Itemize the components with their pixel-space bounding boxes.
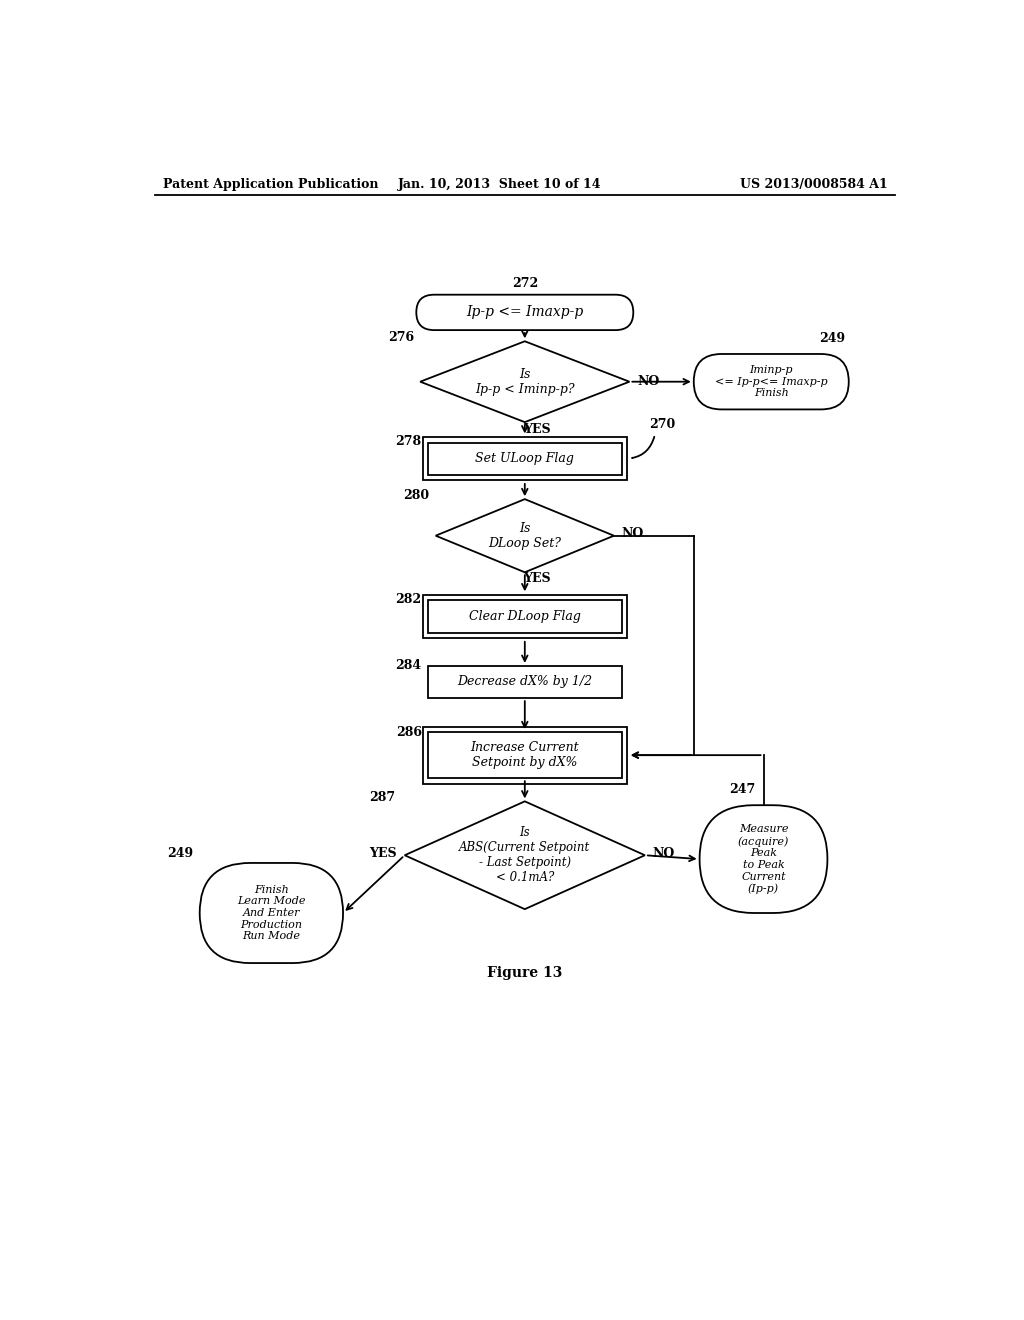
Bar <box>428 733 622 779</box>
Text: 287: 287 <box>370 791 395 804</box>
FancyBboxPatch shape <box>699 805 827 913</box>
Text: Increase Current
Setpoint by dX%: Increase Current Setpoint by dX% <box>470 741 580 770</box>
Text: 272: 272 <box>512 277 538 290</box>
Text: YES: YES <box>522 572 550 585</box>
FancyBboxPatch shape <box>417 294 633 330</box>
FancyBboxPatch shape <box>200 863 343 964</box>
Bar <box>428 442 622 475</box>
Text: NO: NO <box>652 847 675 861</box>
Text: Is
DLoop Set?: Is DLoop Set? <box>488 521 561 549</box>
Text: 247: 247 <box>729 783 756 796</box>
Bar <box>423 595 627 638</box>
Text: Set ULoop Flag: Set ULoop Flag <box>475 453 574 465</box>
Text: Measure
(acquire)
Peak
to Peak
Current
(Ip-p): Measure (acquire) Peak to Peak Current (… <box>738 825 790 894</box>
Polygon shape <box>404 801 645 909</box>
Text: Is
ABS(Current Setpoint
- Last Setpoint)
< 0.1mA?: Is ABS(Current Setpoint - Last Setpoint)… <box>459 826 591 884</box>
Text: 249: 249 <box>819 333 845 345</box>
Polygon shape <box>420 342 630 422</box>
Text: NO: NO <box>622 527 644 540</box>
Bar <box>428 665 622 698</box>
Text: Ip-p <= Imaxp-p: Ip-p <= Imaxp-p <box>466 305 584 319</box>
Text: Figure 13: Figure 13 <box>487 966 562 979</box>
Bar <box>423 437 627 480</box>
Text: Jan. 10, 2013  Sheet 10 of 14: Jan. 10, 2013 Sheet 10 of 14 <box>398 178 602 190</box>
Text: 284: 284 <box>395 659 422 672</box>
Text: YES: YES <box>522 424 550 437</box>
Text: Finish
Learn Mode
And Enter
Production
Run Mode: Finish Learn Mode And Enter Production R… <box>238 884 305 941</box>
Text: 270: 270 <box>649 417 675 430</box>
FancyBboxPatch shape <box>693 354 849 409</box>
Text: YES: YES <box>370 847 397 861</box>
Text: 282: 282 <box>395 593 422 606</box>
Text: 280: 280 <box>403 488 429 502</box>
Text: 276: 276 <box>388 331 414 345</box>
Text: Patent Application Publication: Patent Application Publication <box>163 178 379 190</box>
Text: 286: 286 <box>395 726 422 739</box>
Text: Decrease dX% by 1/2: Decrease dX% by 1/2 <box>458 676 592 689</box>
Polygon shape <box>435 499 614 573</box>
Text: NO: NO <box>637 375 659 388</box>
Bar <box>428 601 622 632</box>
Bar <box>423 726 627 784</box>
Text: 249: 249 <box>167 847 194 861</box>
Text: Is
Ip-p < Iminp-p?: Is Ip-p < Iminp-p? <box>475 368 574 396</box>
FancyArrowPatch shape <box>632 437 654 458</box>
Text: Iminp-p
<= Ip-p<= Imaxp-p
Finish: Iminp-p <= Ip-p<= Imaxp-p Finish <box>715 366 827 399</box>
Text: 278: 278 <box>395 436 422 449</box>
Text: US 2013/0008584 A1: US 2013/0008584 A1 <box>739 178 888 190</box>
Text: Clear DLoop Flag: Clear DLoop Flag <box>469 610 581 623</box>
